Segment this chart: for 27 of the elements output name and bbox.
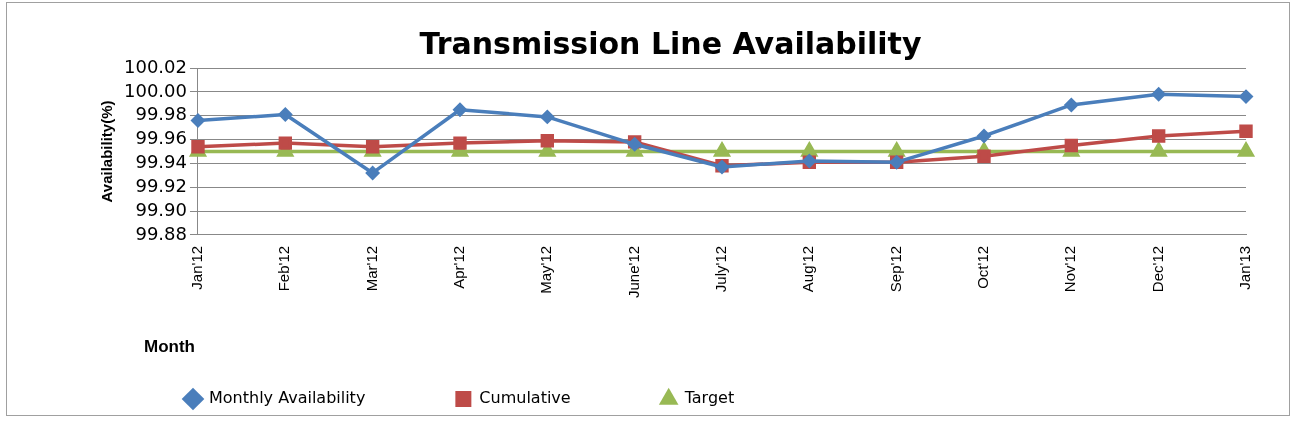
x-tick-label: Jan'13	[1236, 245, 1254, 290]
y-tick-label: 99.90	[135, 198, 187, 220]
legend-label: Monthly Availability	[209, 388, 366, 408]
y-tick-label: 100.00	[124, 79, 187, 101]
y-tick-label: 99.96	[135, 127, 187, 149]
legend-label: Cumulative	[479, 388, 571, 408]
x-tick-label: Oct'12	[974, 245, 992, 289]
x-tick-label: Feb'12	[275, 245, 293, 292]
x-tick-label: Sep'12	[886, 245, 904, 293]
y-tick-label: 99.98	[135, 103, 187, 125]
y-tick-label: 100.02	[124, 55, 187, 77]
x-tick-label: Jan'12	[188, 245, 206, 290]
x-tick-label: Dec'12	[1148, 245, 1166, 293]
x-tick-label: May'12	[537, 245, 555, 294]
chart-title: Transmission Line Availability	[419, 25, 922, 61]
y-axis-title: Availability(%)	[98, 100, 116, 203]
x-tick-label: Aug'12	[799, 245, 817, 293]
x-tick-label: Mar'12	[362, 245, 380, 292]
y-tick-label: 99.94	[135, 151, 187, 173]
y-tick-label: 99.88	[135, 222, 187, 244]
x-tick-label: July'12	[712, 245, 730, 293]
x-tick-label: Nov'12	[1061, 245, 1079, 293]
x-tick-label: June'12	[624, 245, 642, 298]
y-tick-label: 99.92	[135, 174, 187, 196]
x-tick-label: Apr'12	[450, 245, 468, 289]
legend-label: Target	[683, 388, 735, 408]
x-axis-title: Month	[144, 337, 195, 357]
